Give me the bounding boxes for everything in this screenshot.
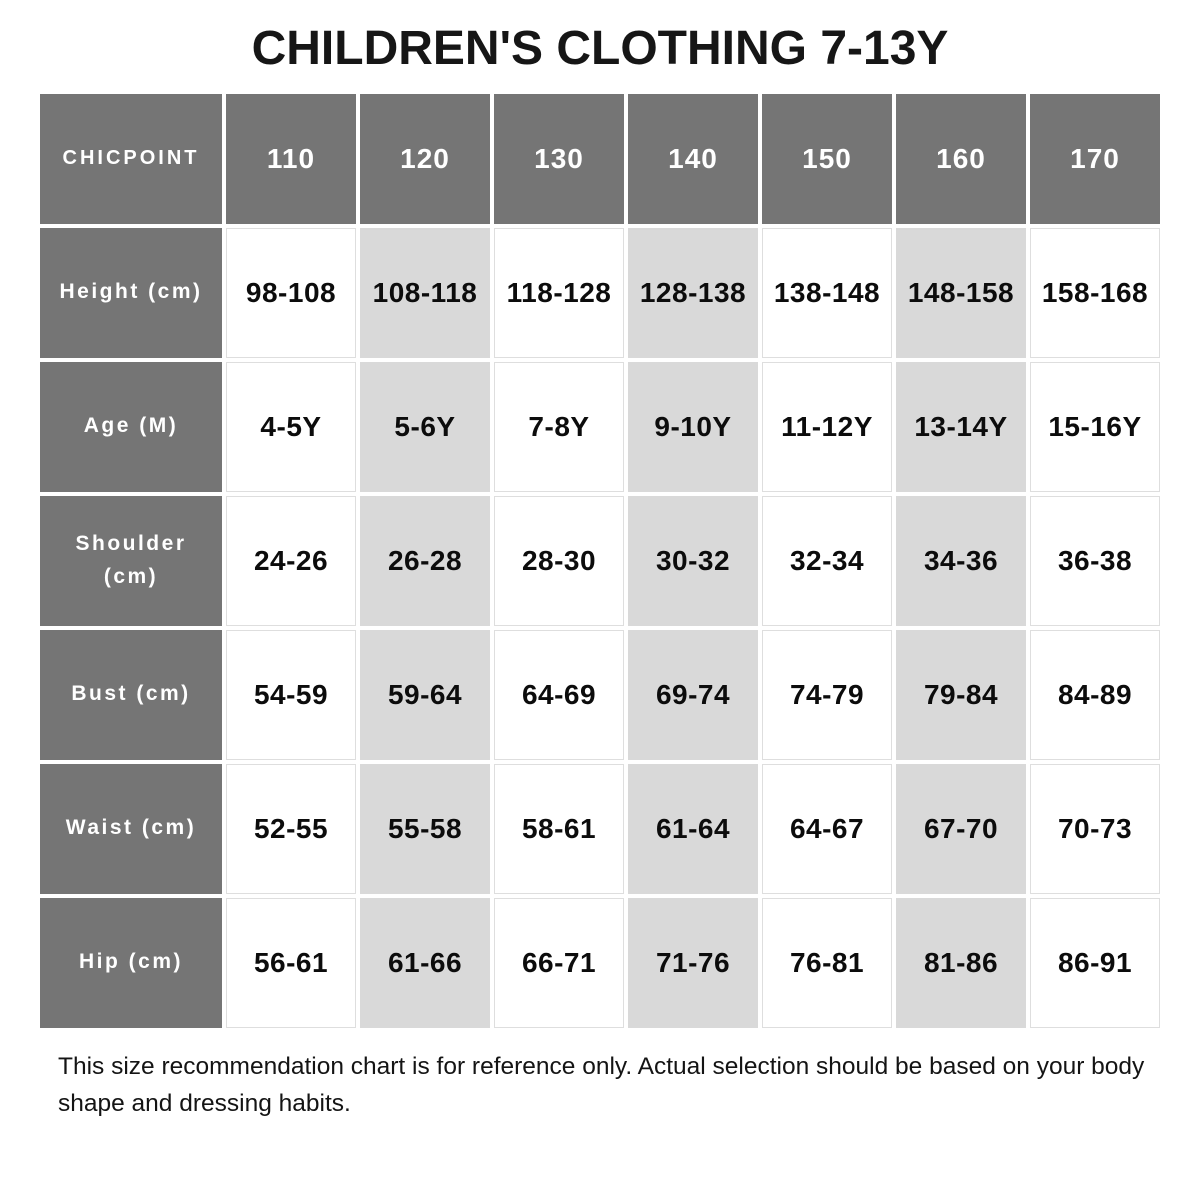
row-label: Waist (cm) [40,763,222,894]
table-row: Waist (cm) 52-55 55-58 58-61 61-64 64-67 67-70… [40,763,1160,894]
size-cell: 59-64 [360,629,490,760]
table-row: Bust (cm) 54-59 59-64 64-69 69-74 74-79 79-84 8… [40,629,1160,760]
header-cell-size-150: 150 [762,93,892,224]
size-cell: 69-74 [628,629,758,760]
page-title: CHILDREN'S CLOTHING 7-13Y [251,22,949,75]
size-cell: 13-14Y [896,361,1026,492]
size-cell: 79-84 [896,629,1026,760]
size-cell: 98-108 [226,227,356,358]
brand-cell: CHICPOINT [40,93,222,224]
row-label: Bust (cm) [40,629,222,760]
size-cell: 36-38 [1030,495,1160,626]
size-table: CHICPOINT 110 120 130 140 150 160 170 Height (cm… [36,90,1164,1032]
size-cell: 64-69 [494,629,624,760]
table-row: Age (M) 4-5Y 5-6Y 7-8Y 9-10Y 11-12Y 13-14Y 15-1… [40,361,1160,492]
size-cell: 32-34 [762,495,892,626]
header-cell-size-170: 170 [1030,93,1160,224]
table-row: Shoulder (cm) 24-26 26-28 28-30 30-32 32-34 34… [40,495,1160,626]
size-cell: 7-8Y [494,361,624,492]
size-cell: 55-58 [360,763,490,894]
table-row: Height (cm) 98-108 108-118 118-128 128-138 13… [40,227,1160,358]
size-cell: 56-61 [226,897,356,1028]
size-cell: 66-71 [494,897,624,1028]
size-cell: 118-128 [494,227,624,358]
footnote: This size recommendation chart is for re… [58,1052,1145,1117]
size-cell: 5-6Y [360,361,490,492]
size-cell: 11-12Y [762,361,892,492]
size-cell: 71-76 [628,897,758,1028]
size-cell: 24-26 [226,495,356,626]
size-cell: 61-64 [628,763,758,894]
size-cell: 61-66 [360,897,490,1028]
table-row: Hip (cm) 56-61 61-66 66-71 71-76 76-81 81-86 86… [40,897,1160,1028]
row-label: Age (M) [40,361,222,492]
size-cell: 64-67 [762,763,892,894]
size-cell: 84-89 [1030,629,1160,760]
row-label: Height (cm) [40,227,222,358]
table-header-row: CHICPOINT 110 120 130 140 150 160 170 [40,93,1160,224]
size-cell: 4-5Y [226,361,356,492]
size-cell: 128-138 [628,227,758,358]
row-label: Shoulder (cm) [40,495,222,626]
size-cell: 70-73 [1030,763,1160,894]
header-cell-size-120: 120 [360,93,490,224]
size-cell: 74-79 [762,629,892,760]
size-cell: 76-81 [762,897,892,1028]
header-cell-size-110: 110 [226,93,356,224]
row-label: Hip (cm) [40,897,222,1028]
size-cell: 54-59 [226,629,356,760]
size-cell: 108-118 [360,227,490,358]
size-cell: 34-36 [896,495,1026,626]
size-cell: 67-70 [896,763,1026,894]
size-cell: 15-16Y [1030,361,1160,492]
size-cell: 52-55 [226,763,356,894]
size-cell: 86-91 [1030,897,1160,1028]
size-cell: 158-168 [1030,227,1160,358]
header-cell-size-160: 160 [896,93,1026,224]
size-cell: 81-86 [896,897,1026,1028]
size-cell: 138-148 [762,227,892,358]
size-cell: 9-10Y [628,361,758,492]
header-cell-size-140: 140 [628,93,758,224]
size-cell: 148-158 [896,227,1026,358]
size-cell: 26-28 [360,495,490,626]
size-cell: 58-61 [494,763,624,894]
header-cell-size-130: 130 [494,93,624,224]
size-cell: 30-32 [628,495,758,626]
size-cell: 28-30 [494,495,624,626]
